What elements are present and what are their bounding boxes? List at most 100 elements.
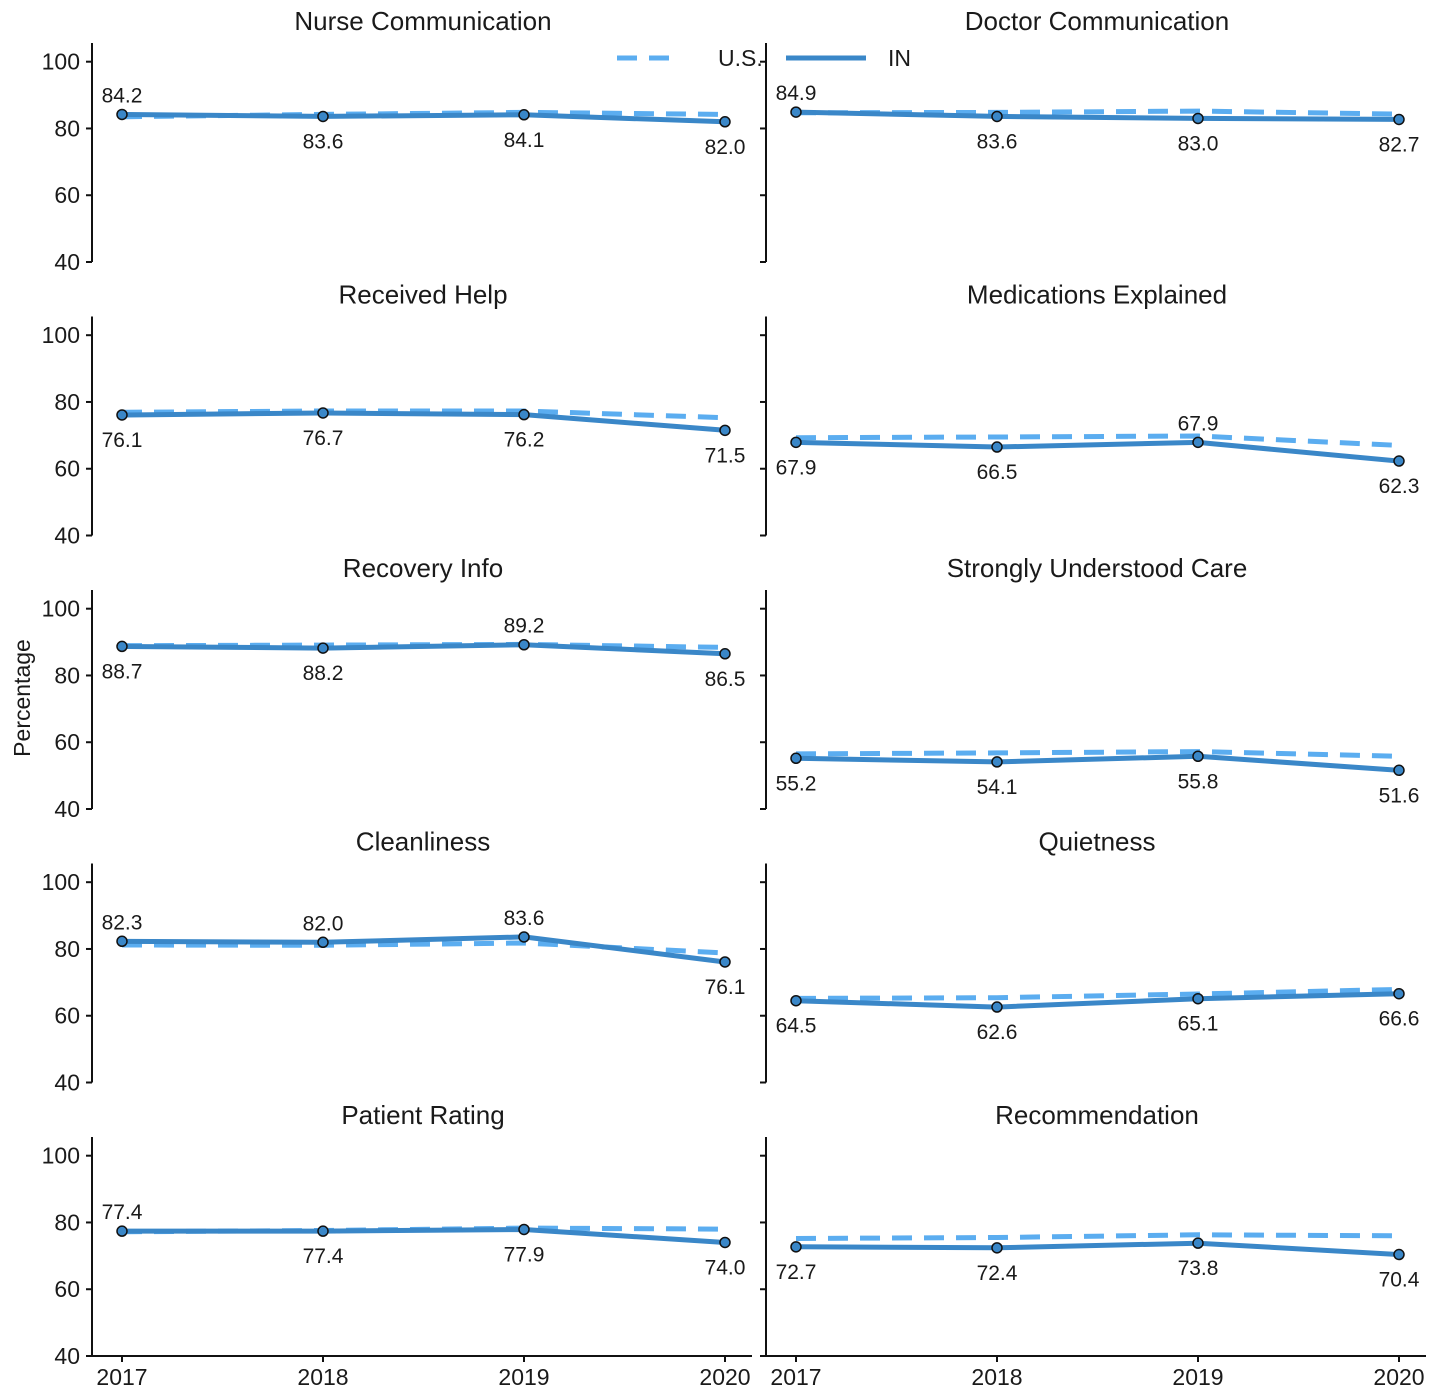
in-data-label: 51.6 xyxy=(1379,784,1420,807)
x-tick-label: 2018 xyxy=(971,1364,1022,1388)
panel-9: Patient Rating 40 60 80 100 2017 2018 2019 2020 7… xyxy=(42,1100,752,1390)
panel-10: Recommendation 2017 2018 2019 2020 72.7 72.4 73… xyxy=(760,1100,1426,1390)
in-data-point xyxy=(719,1236,731,1249)
panel-title: Medications Explained xyxy=(967,280,1227,310)
in-data-point xyxy=(317,110,329,123)
in-data-point xyxy=(1192,750,1204,763)
in-data-point xyxy=(719,424,731,437)
in-data-label: 89.2 xyxy=(504,615,545,638)
in-data-point xyxy=(518,931,530,943)
in-data-point xyxy=(719,648,731,660)
y-tick-label: 60 xyxy=(54,456,80,482)
in-data-label: 55.8 xyxy=(1178,770,1219,793)
panel-3: Received Help 40 60 80 100 76.1 76.7 76.2 71.5 xyxy=(42,280,746,549)
panel-title: Recommendation xyxy=(995,1100,1199,1130)
in-data-label: 83.6 xyxy=(504,907,545,930)
legend-us-label: U.S. xyxy=(718,45,763,71)
in-data-label: 77.4 xyxy=(102,1201,143,1224)
in-data-label: 74.0 xyxy=(705,1256,746,1279)
y-tick-label: 60 xyxy=(54,729,80,755)
in-data-point xyxy=(1393,113,1405,126)
in-series-line xyxy=(795,109,1400,122)
in-data-label: 66.5 xyxy=(977,461,1018,484)
in-data-label: 70.4 xyxy=(1379,1269,1420,1292)
in-data-point xyxy=(317,407,329,419)
panels: Nurse Communication 40 60 80 100 84.2 83.6 84.1… xyxy=(42,6,1426,1390)
panel-title: Received Help xyxy=(338,280,507,310)
in-data-label: 82.3 xyxy=(102,911,143,934)
in-data-label: 83.6 xyxy=(977,130,1018,153)
x-tick-label: 2017 xyxy=(96,1364,147,1388)
in-data-label: 82.0 xyxy=(705,136,746,159)
y-tick-label: 40 xyxy=(54,796,80,822)
in-data-point xyxy=(518,109,530,121)
us-series-line xyxy=(795,986,1400,1001)
y-tick-label: 40 xyxy=(54,1070,80,1096)
y-tick-label: 80 xyxy=(54,1209,80,1235)
y-tick-label: 40 xyxy=(54,523,80,549)
in-data-point xyxy=(790,1241,802,1253)
in-data-point xyxy=(317,642,329,654)
in-data-label: 73.8 xyxy=(1178,1257,1219,1280)
y-tick-label: 100 xyxy=(42,322,80,348)
in-data-label: 83.6 xyxy=(303,130,344,153)
in-data-point xyxy=(518,408,530,421)
panel-6: Strongly Understood Care 55.2 54.1 55.8 51.6 xyxy=(760,553,1420,810)
panel-1: Nurse Communication 40 60 80 100 84.2 83.6 84.1… xyxy=(42,6,746,275)
in-data-point xyxy=(317,1225,329,1237)
in-data-label: 82.0 xyxy=(303,912,344,935)
in-data-point xyxy=(719,956,731,968)
in-series-line xyxy=(121,642,726,657)
us-series-line xyxy=(795,433,1400,448)
in-data-point xyxy=(116,935,128,948)
in-data-point xyxy=(1393,987,1405,1000)
panel-title: Nurse Communication xyxy=(294,6,551,36)
in-data-label: 76.7 xyxy=(303,427,344,450)
panel-title: Doctor Communication xyxy=(965,6,1229,36)
panel-2: Doctor Communication 84.9 83.6 83.0 82.7 xyxy=(760,6,1420,263)
y-tick-label: 100 xyxy=(42,596,80,622)
in-data-label: 62.6 xyxy=(977,1021,1018,1044)
in-data-point xyxy=(991,1242,1003,1254)
in-series-line xyxy=(795,991,1400,1010)
y-tick-label: 100 xyxy=(42,49,80,75)
in-data-point xyxy=(116,108,128,121)
in-series-line xyxy=(121,111,726,125)
in-series-line xyxy=(121,934,726,965)
in-data-label: 84.2 xyxy=(102,84,143,107)
in-data-label: 83.0 xyxy=(1178,132,1219,155)
in-data-label: 66.6 xyxy=(1379,1008,1420,1031)
in-data-point xyxy=(1192,992,1204,1005)
in-data-label: 72.4 xyxy=(977,1262,1018,1285)
in-data-label: 84.9 xyxy=(776,82,817,105)
in-data-label: 82.7 xyxy=(1379,133,1420,156)
in-data-point xyxy=(1192,112,1204,125)
in-data-label: 54.1 xyxy=(977,776,1018,799)
in-data-label: 84.1 xyxy=(504,129,545,152)
in-data-point xyxy=(790,752,802,765)
in-data-point xyxy=(1192,1237,1204,1249)
legend: U.S. IN xyxy=(617,45,911,71)
in-data-point xyxy=(991,441,1003,453)
in-data-label: 64.5 xyxy=(776,1015,817,1038)
in-data-point xyxy=(719,116,731,128)
us-series-line xyxy=(795,749,1400,759)
in-data-point xyxy=(1393,764,1405,777)
in-data-point xyxy=(116,1225,128,1237)
in-data-label: 55.2 xyxy=(776,772,817,795)
in-series-line xyxy=(122,1227,726,1245)
in-series-line xyxy=(795,753,1400,773)
y-axis-label: Percentage xyxy=(9,639,35,757)
y-tick-label: 80 xyxy=(54,936,80,962)
in-data-label: 72.7 xyxy=(776,1261,817,1284)
y-tick-label: 100 xyxy=(42,1143,80,1169)
y-tick-label: 80 xyxy=(54,115,80,141)
y-tick-label: 40 xyxy=(54,249,80,275)
y-tick-label: 100 xyxy=(42,869,80,895)
panel-title: Quietness xyxy=(1038,827,1155,857)
panel-7: Cleanliness 40 60 80 100 82.3 82.0 83.6 76.1 xyxy=(42,827,746,1096)
us-series-line xyxy=(795,1232,1400,1241)
in-series-line xyxy=(121,410,726,433)
